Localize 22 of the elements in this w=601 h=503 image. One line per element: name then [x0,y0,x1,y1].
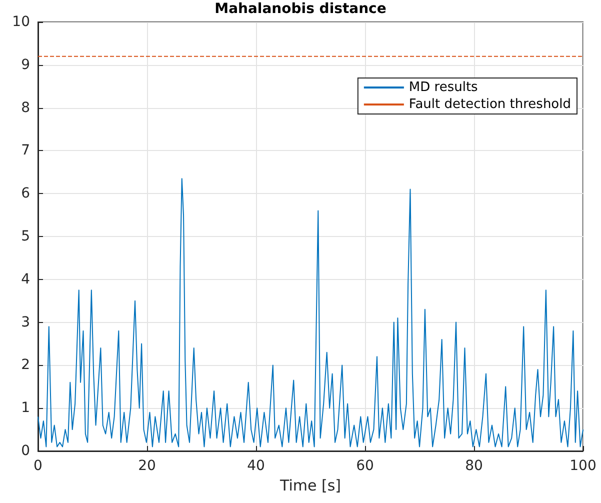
y-tick-label: 7 [21,142,30,159]
legend-label: MD results [408,80,478,95]
y-tick-label: 9 [21,56,30,73]
x-axis-title: Time [s] [279,476,341,494]
y-tick-label: 3 [21,314,30,330]
y-tick-label: 8 [21,100,30,116]
y-tick-label: 1 [21,400,30,416]
y-tick-label: 2 [21,357,30,374]
x-tick-label: 60 [356,458,374,474]
y-tick-label: 5 [21,228,30,244]
legend-label: Fault detection threshold [408,97,572,112]
x-tick-label: 100 [570,458,596,474]
x-tick-label: 20 [138,458,156,474]
y-tick-label: 0 [21,443,30,459]
y-tick-label: 4 [21,271,30,288]
chart-title: Mahalanobis distance [214,1,386,17]
x-tick-label: 40 [247,458,265,474]
x-tick-label: 0 [34,458,42,474]
x-tick-label: 80 [465,458,483,474]
y-tick-label: 6 [21,186,30,202]
line-series [38,178,584,448]
y-tick-label: 10 [12,14,30,30]
